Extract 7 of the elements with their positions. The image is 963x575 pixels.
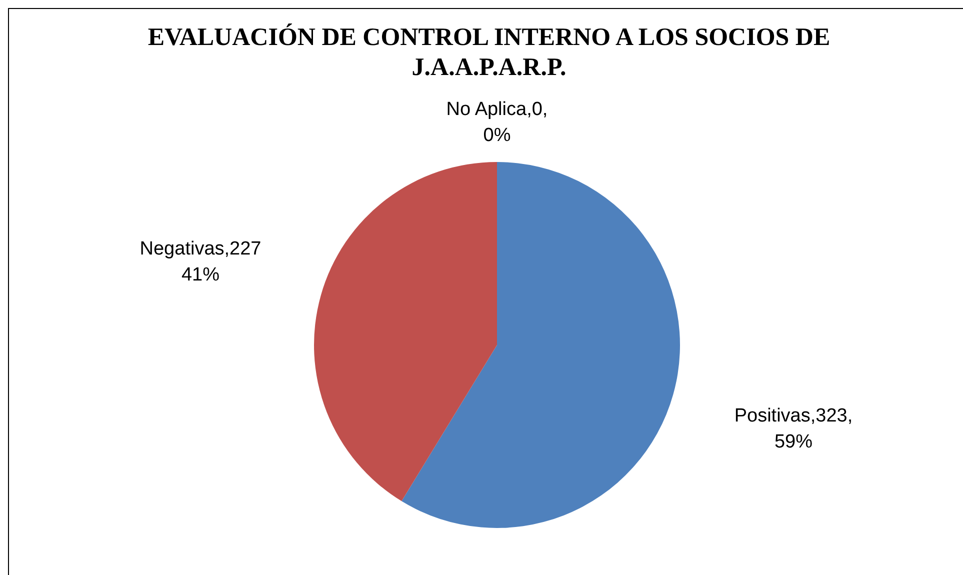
slice-label: Positivas,323, 59% bbox=[734, 405, 853, 452]
slice-label: Negativas,227 41% bbox=[140, 238, 262, 286]
pie-slice bbox=[402, 162, 680, 528]
chart-title: EVALUACIÓN DE CONTROL INTERNO A LOS SOCIOS DE J.A.A.P.A.R.P. bbox=[146, 23, 832, 83]
category-label: No Aplica,0, bbox=[446, 99, 548, 120]
text: 0% bbox=[483, 125, 511, 146]
pie-slice bbox=[314, 162, 497, 502]
